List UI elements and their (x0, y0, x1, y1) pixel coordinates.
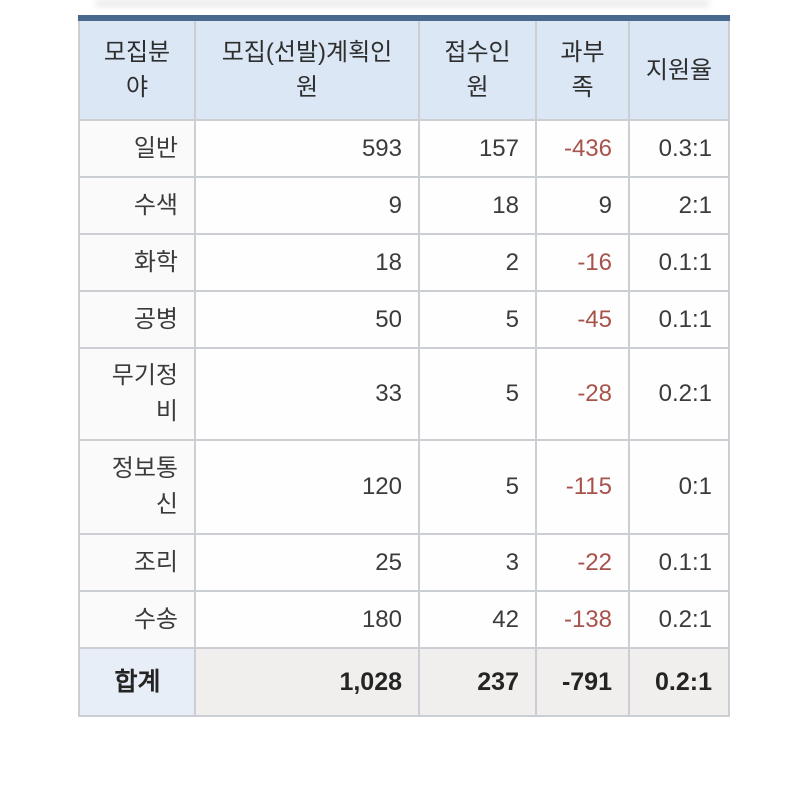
table-header: 모집분 야 모집(선발)계획인 원 접수인 원 과부 족 지원율 (78, 17, 730, 121)
rate-cell: 0.1:1 (628, 233, 730, 292)
total-applied-cell: 237 (418, 647, 537, 717)
planned-cell: 50 (194, 290, 420, 349)
planned-cell: 9 (194, 176, 420, 235)
diff-cell: -28 (535, 347, 630, 441)
table-body: 일반 593 157 -436 0.3:1 수색 9 18 9 2:1 화학 1… (78, 119, 730, 649)
planned-cell: 180 (194, 590, 420, 649)
field-cell: 공병 (78, 290, 196, 349)
total-planned-cell: 1,028 (194, 647, 420, 717)
planned-cell: 25 (194, 533, 420, 592)
field-cell: 조리 (78, 533, 196, 592)
table-row: 일반 593 157 -436 0.3:1 (78, 119, 730, 178)
header-row: 모집분 야 모집(선발)계획인 원 접수인 원 과부 족 지원율 (78, 17, 730, 121)
rate-cell: 0.2:1 (628, 590, 730, 649)
cropped-content-artifact (95, 0, 710, 7)
table-row: 정보통 신 120 5 -115 0:1 (78, 439, 730, 535)
header-rate: 지원율 (628, 17, 730, 121)
table-footer: 합계 1,028 237 -791 0.2:1 (78, 647, 730, 717)
diff-cell: -45 (535, 290, 630, 349)
table-row: 화학 18 2 -16 0.1:1 (78, 233, 730, 292)
table-row: 공병 50 5 -45 0.1:1 (78, 290, 730, 349)
diff-cell: -115 (535, 439, 630, 535)
planned-cell: 120 (194, 439, 420, 535)
table-row: 수색 9 18 9 2:1 (78, 176, 730, 235)
field-cell: 화학 (78, 233, 196, 292)
applied-cell: 157 (418, 119, 537, 178)
field-cell: 일반 (78, 119, 196, 178)
planned-cell: 18 (194, 233, 420, 292)
diff-cell: -16 (535, 233, 630, 292)
field-cell: 수송 (78, 590, 196, 649)
total-row: 합계 1,028 237 -791 0.2:1 (78, 647, 730, 717)
header-field: 모집분 야 (78, 17, 196, 121)
applied-cell: 3 (418, 533, 537, 592)
field-cell: 정보통 신 (78, 439, 196, 535)
applied-cell: 2 (418, 233, 537, 292)
diff-cell: -138 (535, 590, 630, 649)
field-cell: 무기정 비 (78, 347, 196, 441)
header-diff: 과부 족 (535, 17, 630, 121)
total-label-cell: 합계 (78, 647, 196, 717)
applied-cell: 5 (418, 290, 537, 349)
diff-cell: -22 (535, 533, 630, 592)
field-cell: 수색 (78, 176, 196, 235)
table-row: 조리 25 3 -22 0.1:1 (78, 533, 730, 592)
header-applied: 접수인 원 (418, 17, 537, 121)
rate-cell: 0.1:1 (628, 290, 730, 349)
applied-cell: 5 (418, 439, 537, 535)
rate-cell: 0.2:1 (628, 347, 730, 441)
diff-cell: -436 (535, 119, 630, 178)
recruitment-table-container: 모집분 야 모집(선발)계획인 원 접수인 원 과부 족 지원율 일반 593 … (78, 15, 730, 717)
header-planned: 모집(선발)계획인 원 (194, 17, 420, 121)
table-row: 무기정 비 33 5 -28 0.2:1 (78, 347, 730, 441)
rate-cell: 0:1 (628, 439, 730, 535)
applied-cell: 18 (418, 176, 537, 235)
table-row: 수송 180 42 -138 0.2:1 (78, 590, 730, 649)
rate-cell: 0.1:1 (628, 533, 730, 592)
recruitment-status-table: 모집분 야 모집(선발)계획인 원 접수인 원 과부 족 지원율 일반 593 … (78, 15, 730, 717)
diff-cell: 9 (535, 176, 630, 235)
applied-cell: 5 (418, 347, 537, 441)
total-diff-cell: -791 (535, 647, 630, 717)
planned-cell: 33 (194, 347, 420, 441)
rate-cell: 0.3:1 (628, 119, 730, 178)
planned-cell: 593 (194, 119, 420, 178)
rate-cell: 2:1 (628, 176, 730, 235)
total-rate-cell: 0.2:1 (628, 647, 730, 717)
applied-cell: 42 (418, 590, 537, 649)
